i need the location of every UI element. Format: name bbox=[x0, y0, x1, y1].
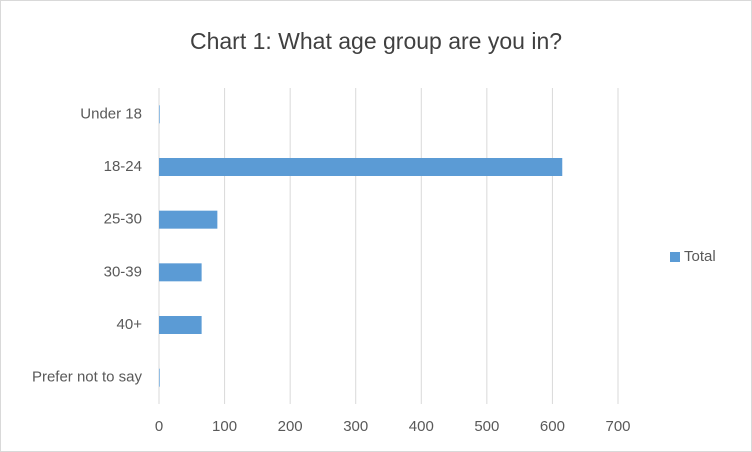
bar bbox=[159, 105, 160, 124]
x-tick-label: 400 bbox=[409, 418, 434, 435]
bar bbox=[159, 316, 202, 334]
bar bbox=[159, 263, 202, 282]
y-tick-label: 18-24 bbox=[104, 158, 142, 175]
x-tick-label: 0 bbox=[155, 418, 163, 435]
x-tick-label: 100 bbox=[212, 418, 237, 435]
bar bbox=[159, 210, 218, 229]
y-tick-label: Prefer not to say bbox=[32, 369, 143, 386]
y-tick-label: 40+ bbox=[117, 316, 143, 333]
x-tick-label: 200 bbox=[278, 418, 303, 435]
chart-title: Chart 1: What age group are you in? bbox=[190, 28, 562, 54]
x-tick-label: 300 bbox=[343, 418, 368, 435]
legend-label: Total bbox=[684, 248, 716, 265]
x-tick-label: 700 bbox=[605, 418, 630, 435]
legend-swatch bbox=[670, 252, 680, 262]
bar bbox=[159, 158, 563, 176]
y-tick-label: 30-39 bbox=[104, 263, 142, 280]
y-tick-label: 25-30 bbox=[104, 211, 142, 228]
x-tick-label: 600 bbox=[540, 418, 565, 435]
bar bbox=[159, 368, 160, 387]
x-tick-label: 500 bbox=[474, 418, 499, 435]
y-tick-label: Under 18 bbox=[80, 105, 142, 122]
